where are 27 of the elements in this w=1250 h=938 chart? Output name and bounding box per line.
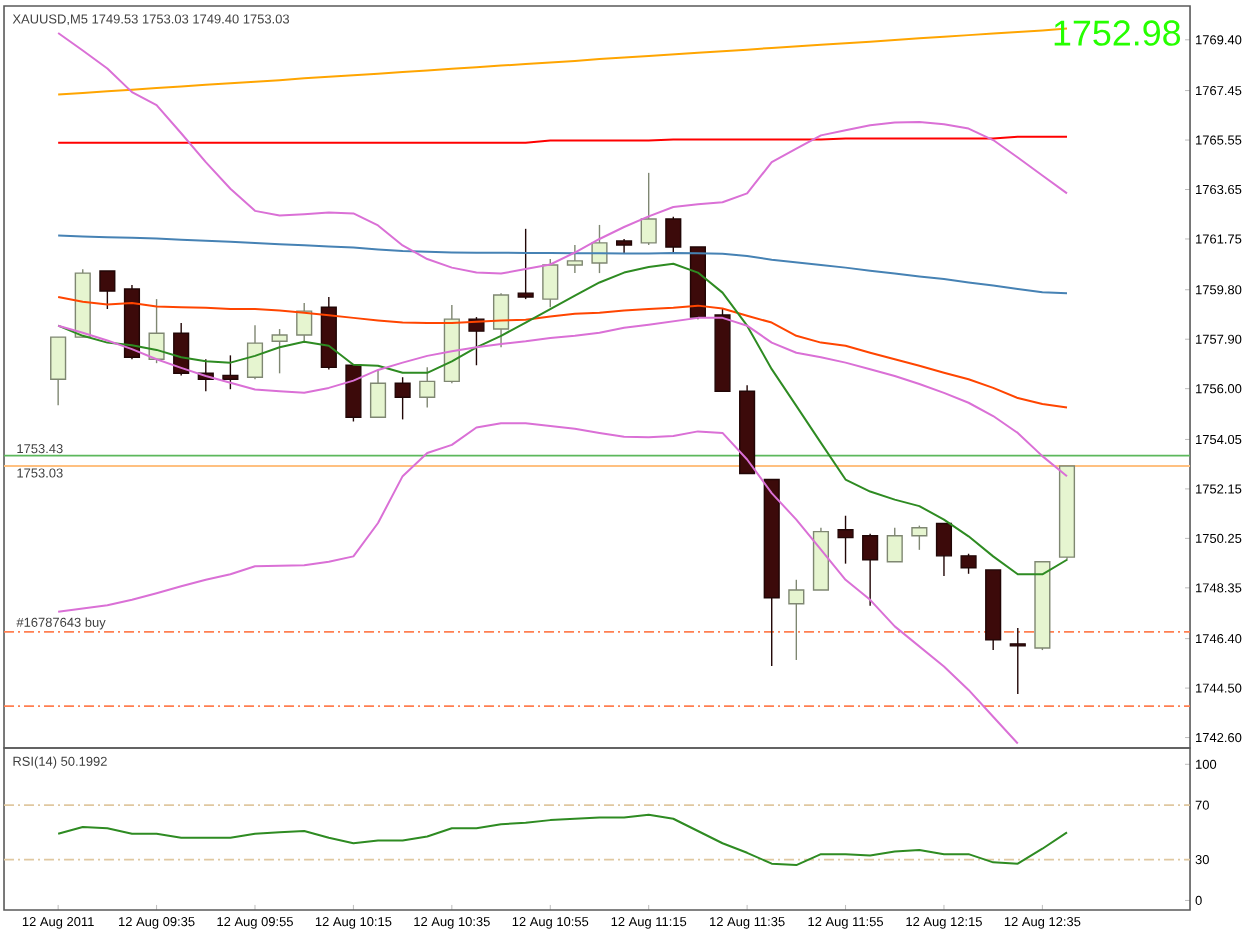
candlestick bbox=[246, 324, 264, 381]
annotation: 1752.98 bbox=[1054, 20, 1181, 46]
candlestick bbox=[960, 553, 977, 575]
candlestick bbox=[665, 216, 682, 254]
candlestick bbox=[419, 366, 436, 409]
candlestick bbox=[1009, 627, 1026, 695]
candlestick bbox=[492, 292, 510, 348]
candlestick bbox=[296, 302, 313, 344]
candlestick bbox=[394, 376, 411, 421]
candlestick bbox=[148, 298, 165, 364]
candlestick bbox=[837, 515, 854, 565]
candlestick bbox=[788, 579, 805, 661]
candlestick bbox=[542, 258, 559, 308]
candlestick bbox=[222, 354, 239, 390]
candlestick bbox=[566, 244, 583, 274]
candlestick bbox=[935, 522, 953, 577]
candlestick bbox=[271, 328, 288, 375]
candlestick bbox=[50, 336, 67, 407]
candlestick bbox=[886, 527, 903, 563]
candlestick bbox=[517, 228, 534, 300]
candlestick bbox=[99, 270, 116, 310]
candlestick bbox=[640, 172, 657, 246]
line-series bbox=[57, 296, 1068, 409]
candlestick bbox=[911, 524, 928, 551]
candlestick bbox=[369, 368, 387, 419]
candlestick bbox=[591, 224, 608, 274]
candlestick bbox=[862, 533, 879, 607]
